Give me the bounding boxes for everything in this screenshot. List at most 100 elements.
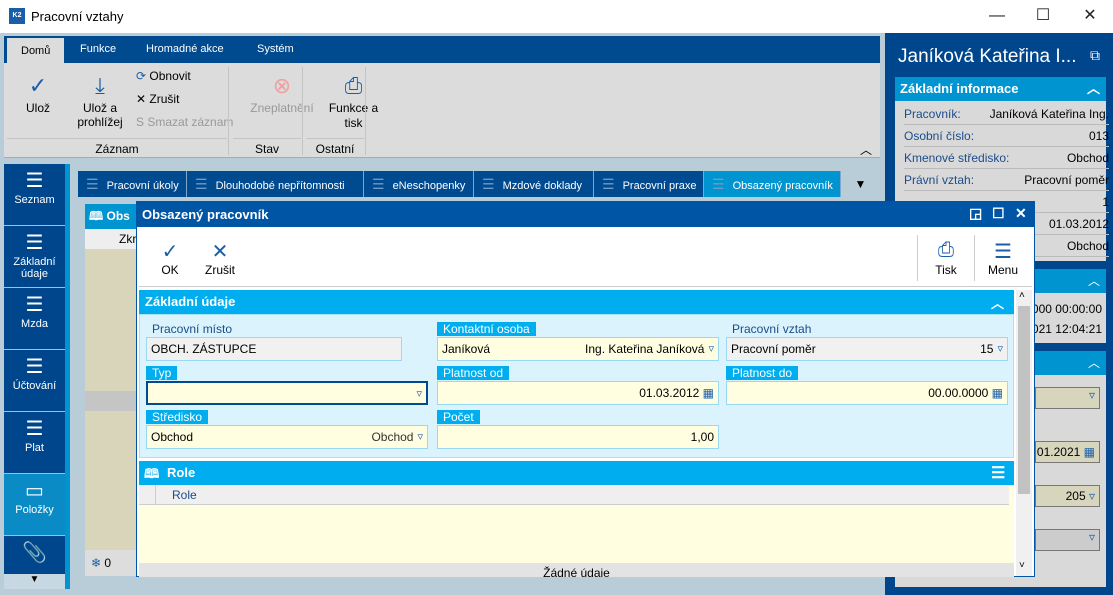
tab-pracovni-praxe[interactable]: ☰ Pracovní praxe: [594, 171, 704, 197]
valid-to-field[interactable]: 00.00.0000 ▦: [726, 381, 1008, 405]
dropdown-icon[interactable]: ▿: [1035, 529, 1100, 551]
cancel-button[interactable]: ✕ Zrušit: [136, 92, 180, 106]
invalidate-button[interactable]: ⊗ Zneplatnění: [242, 71, 322, 115]
functions-print-button[interactable]: ⎙ Funkce a tisk: [306, 71, 401, 131]
info-row: 013 Osobní číslo:: [904, 125, 1109, 147]
save-button[interactable]: ✓ Ulož: [16, 71, 60, 115]
number-field[interactable]: 205 ▿: [1035, 485, 1100, 507]
center-label: Středisko: [146, 410, 209, 424]
nav-mzda[interactable]: ☰ Mzda: [4, 288, 65, 350]
minimize-button[interactable]: —: [989, 7, 1005, 24]
paperclip-icon: 📎: [22, 542, 47, 564]
box-icon: ▭: [25, 480, 44, 502]
column-role[interactable]: Role: [172, 488, 197, 502]
relation-label: Pracovní vztah: [732, 322, 812, 336]
hamburger-icon[interactable]: ☰: [991, 465, 1006, 482]
tabs-more-icon[interactable]: ▼: [841, 171, 880, 197]
workplace-field[interactable]: OBCH. ZÁSTUPCE: [146, 337, 402, 361]
tab-domu[interactable]: Domů: [7, 38, 65, 63]
document-tabs: ☰ Pracovní úkoly ☰ Dlouhodobé nepřítomnost…: [78, 171, 880, 197]
scroll-thumb[interactable]: [1018, 306, 1030, 494]
nav-more-icon[interactable]: ▼: [4, 574, 65, 589]
hamburger-icon: ☰: [994, 241, 1012, 263]
tab-obsazeny-pracovnik[interactable]: ☰ Obsazený pracovník: [704, 171, 841, 197]
divider: [917, 235, 918, 281]
nav-zakladni-udaje[interactable]: ☰ Základní údaje: [4, 226, 65, 288]
valid-from-field[interactable]: 01.03.2012 ▦: [437, 381, 719, 405]
tab-funkce[interactable]: Funkce: [80, 43, 117, 55]
dialog-title-bar: Obsazený pracovník ◲ ☐ ✕: [137, 202, 1034, 227]
tab-hromadne-akce[interactable]: Hromadné akce: [146, 43, 224, 55]
tab-pracovni-ukoly[interactable]: ☰ Pracovní úkoly: [78, 171, 187, 197]
count-field[interactable]: 1,00: [437, 425, 719, 449]
dropdown-icon[interactable]: ▿: [1035, 387, 1100, 409]
tab-eneschopenky[interactable]: ☰ eNeschopenky: [364, 171, 474, 197]
snowflake-icon: ❄: [91, 556, 102, 570]
x-icon: ✕: [136, 92, 147, 106]
dropdown-icon[interactable]: ▿: [997, 343, 1003, 355]
close-button[interactable]: ✕: [1083, 7, 1097, 24]
role-grid-header: Role: [139, 485, 1009, 505]
contact-field[interactable]: ▿ Ing. Kateřina Janíková Janíková: [437, 337, 719, 361]
type-field[interactable]: ▿: [146, 381, 428, 405]
delete-icon: S: [136, 115, 145, 129]
check-icon: ✓: [28, 73, 48, 98]
restore-icon[interactable]: ◲: [969, 205, 983, 221]
delete-record-button[interactable]: S Smazat záznam: [136, 115, 234, 129]
divider: [365, 67, 366, 155]
scrollbar[interactable]: ˄ ˅: [1016, 290, 1032, 576]
close-icon[interactable]: ✕: [1015, 205, 1027, 221]
tab-mzdove-doklady[interactable]: ☰ Mzdové doklady: [474, 171, 594, 197]
refresh-button[interactable]: ⟳ Obnovit: [136, 69, 191, 83]
title-bar: K2 Pracovní vztahy — ☐ ✕: [0, 0, 1113, 33]
tab-dlouhodobe-nepritomnosti[interactable]: ☰ Dlouhodobé nepřítomnosti: [187, 171, 364, 197]
dropdown-icon[interactable]: ▿: [416, 388, 422, 400]
nav-strip: [65, 164, 70, 589]
tab-system[interactable]: Systém: [257, 43, 294, 55]
collapse-icon[interactable]: ︿: [1086, 81, 1100, 96]
list-icon: ☰: [25, 418, 44, 440]
relation-field[interactable]: ▿ 15 Pracovní poměr: [726, 337, 1008, 361]
window-title: Pracovní vztahy: [31, 9, 124, 24]
nav-polozky[interactable]: ▭ Položky: [4, 474, 65, 536]
nav-plat[interactable]: ☰ Plat: [4, 412, 65, 474]
list-icon: ☰: [25, 232, 44, 254]
nav-attachments[interactable]: 📎: [4, 536, 65, 574]
date-field[interactable]: 01.2021 ▦: [1035, 441, 1100, 463]
list-header: 🕮 Obs: [85, 204, 140, 229]
column-header: Zkr: [85, 229, 140, 249]
list-icon: ☰: [86, 176, 99, 192]
type-label: Typ: [146, 366, 178, 380]
form: Pracovní místo OBCH. ZÁSTUPCE Kontaktní …: [139, 314, 1014, 458]
empty-message: Žádné údaje: [139, 563, 1014, 577]
dropdown-icon[interactable]: ▿: [708, 343, 714, 355]
book-icon: 🕮: [144, 466, 160, 481]
valid-to-label: Platnost do: [726, 366, 799, 380]
collapse-icon[interactable]: ︿: [991, 296, 1005, 311]
selected-row[interactable]: [85, 391, 140, 411]
calendar-icon[interactable]: ▦: [991, 386, 1003, 400]
invalid-circle-icon: ⊗: [272, 73, 292, 98]
dialog-title: Obsazený pracovník: [142, 207, 269, 222]
calendar-icon[interactable]: ▦: [702, 386, 714, 400]
check-star-icon: ✓: [161, 241, 179, 263]
maximize-icon[interactable]: ☐: [992, 205, 1005, 221]
nav-seznam[interactable]: ☰ Seznam: [4, 164, 65, 226]
dropdown-icon[interactable]: ▿: [417, 431, 423, 443]
maximize-button[interactable]: ☐: [1035, 7, 1051, 24]
left-nav: ☰ Seznam ☰ Základní údaje ☰ Mzda ☰ Účtování …: [4, 164, 65, 589]
hamburger-icon: ☰: [25, 170, 44, 192]
print-button[interactable]: ⎙ Tisk: [929, 239, 963, 277]
menu-button[interactable]: ☰ Menu: [983, 239, 1023, 277]
popout-icon[interactable]: ⧉: [1090, 47, 1100, 63]
ok-button[interactable]: ✓ OK: [157, 239, 183, 277]
ribbon: ✓ Ulož ⤓ Ulož a prohlížej ⟳ Obnovit ✕ Zruš…: [4, 63, 880, 158]
collapse-ribbon-icon[interactable]: ︿: [860, 143, 873, 157]
center-field[interactable]: ▿ Obchod Obchod: [146, 425, 428, 449]
save-browse-button[interactable]: ⤓ Ulož a prohlížej: [70, 71, 130, 129]
list-icon: ☰: [25, 294, 44, 316]
dialog-toolbar: ✓ OK ✕ Zrušit ⎙ Tisk ☰ Menu: [139, 229, 1032, 287]
list-icon: ☰: [602, 176, 615, 192]
nav-uctovani[interactable]: ☰ Účtování: [4, 350, 65, 412]
cancel-button[interactable]: ✕ Zrušit: [201, 239, 239, 277]
